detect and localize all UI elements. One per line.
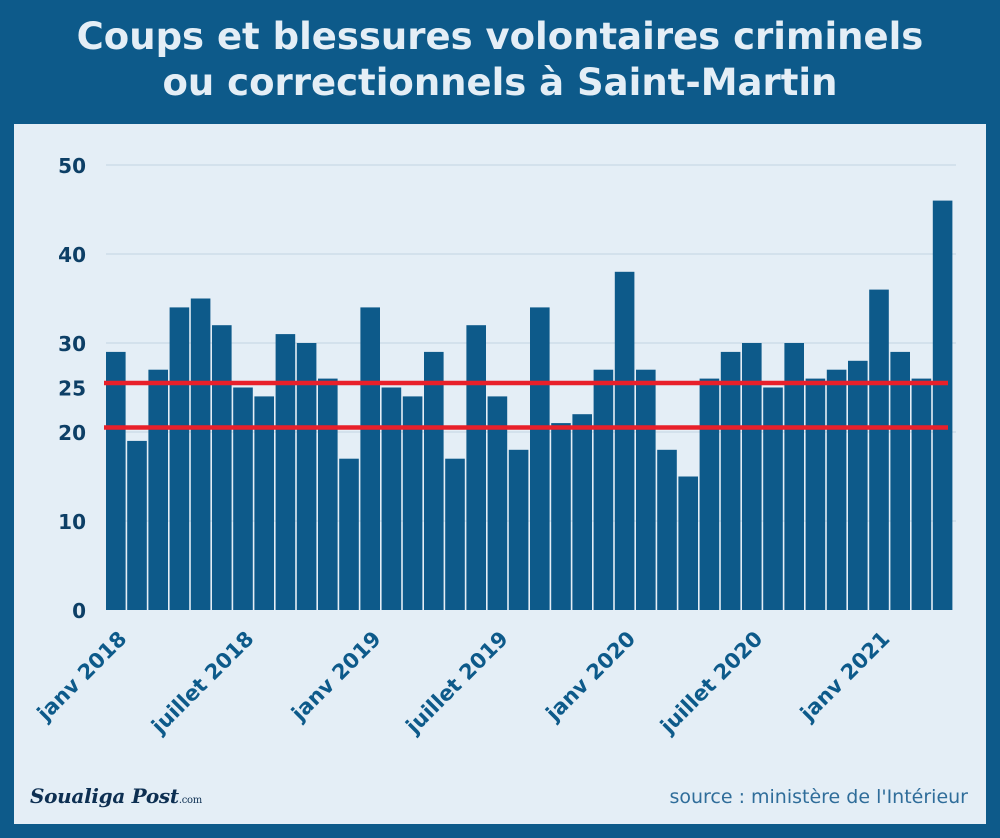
y-tick-label-40: 40 [58, 243, 86, 267]
bar-2019-04 [424, 351, 444, 610]
bar-2020-05 [699, 378, 720, 610]
y-tick-label-25: 25 [58, 377, 86, 401]
bar-2018-08 [254, 396, 274, 610]
bar-2018-06 [212, 325, 232, 610]
logo-suffix: .com [178, 795, 202, 806]
bar-2021-01 [869, 289, 889, 610]
bar-2019-03 [402, 396, 423, 610]
bar-2019-09 [530, 307, 550, 610]
x-tick-label-2019-07: juillet 2019 [401, 627, 513, 739]
bar-2020-12 [848, 360, 868, 610]
bar-2018-03 [148, 369, 168, 610]
bar-2018-04 [169, 307, 190, 610]
x-tick-label-2021-01: janv 2021 [795, 627, 895, 727]
bar-2019-08 [508, 449, 529, 610]
bar-2019-11 [572, 414, 592, 610]
y-tick-label-10: 10 [58, 510, 86, 534]
bar-2021-02 [890, 351, 910, 610]
bar-2021-04 [932, 200, 953, 610]
chart-title: Coups et blessures volontaires criminels… [0, 14, 1000, 106]
plot-panel: 0 10 20 25 30 40 50 janv 2018 juillet 2018 janv 2… [14, 124, 986, 824]
bar-2018-10 [296, 343, 317, 610]
x-tick-label-2018-07: juillet 2018 [146, 627, 258, 739]
x-tick-label-2019-01: janv 2019 [286, 627, 386, 727]
chart-title-line-1: Coups et blessures volontaires criminels [76, 15, 924, 58]
x-tick-label-2020-07: juillet 2020 [655, 627, 767, 739]
bar-2019-02 [381, 387, 402, 610]
x-tick-label-2018-01: janv 2018 [32, 627, 132, 727]
y-tick-label-0: 0 [72, 599, 86, 623]
y-tick-label-50: 50 [58, 154, 86, 178]
bar-2020-07 [742, 343, 762, 610]
bar-2019-01 [360, 307, 380, 610]
bar-2020-01 [614, 271, 635, 610]
bar-2020-10 [805, 378, 826, 610]
bar-2020-09 [784, 343, 804, 610]
bar-2019-12 [593, 369, 614, 610]
bar-chart: 0 10 20 25 30 40 50 janv 2018 juillet 2018 janv 2… [32, 154, 956, 739]
x-tick-label-2020-01: janv 2020 [541, 627, 641, 727]
bar-2019-05 [445, 458, 465, 610]
bar-2019-10 [551, 423, 571, 610]
y-tick-label-30: 30 [58, 332, 86, 356]
chart-title-line-2: ou correctionnels à Saint-Martin [162, 61, 838, 104]
bar-2020-06 [720, 351, 741, 610]
bar-2018-07 [233, 387, 253, 610]
bar-2020-02 [636, 369, 656, 610]
bar-2021-03 [911, 378, 932, 610]
bar-2018-11 [318, 378, 338, 610]
soualiga-post-logo: Soualiga Post.com [30, 784, 202, 808]
bar-2018-09 [275, 334, 296, 610]
bar-2019-07 [487, 396, 508, 610]
bar-2020-11 [826, 369, 847, 610]
bar-2020-04 [678, 476, 698, 610]
bar-2018-05 [190, 298, 211, 610]
bar-2018-12 [339, 458, 359, 610]
bar-2020-03 [657, 449, 677, 610]
y-tick-label-20: 20 [58, 421, 86, 445]
bar-2018-02 [127, 440, 147, 610]
bar-2018-01 [106, 351, 126, 610]
bar-2020-08 [763, 387, 783, 610]
source-note: source : ministère de l'Intérieur [669, 786, 968, 808]
bar-2019-06 [466, 325, 486, 610]
logo-text: Soualiga Post [30, 784, 179, 808]
